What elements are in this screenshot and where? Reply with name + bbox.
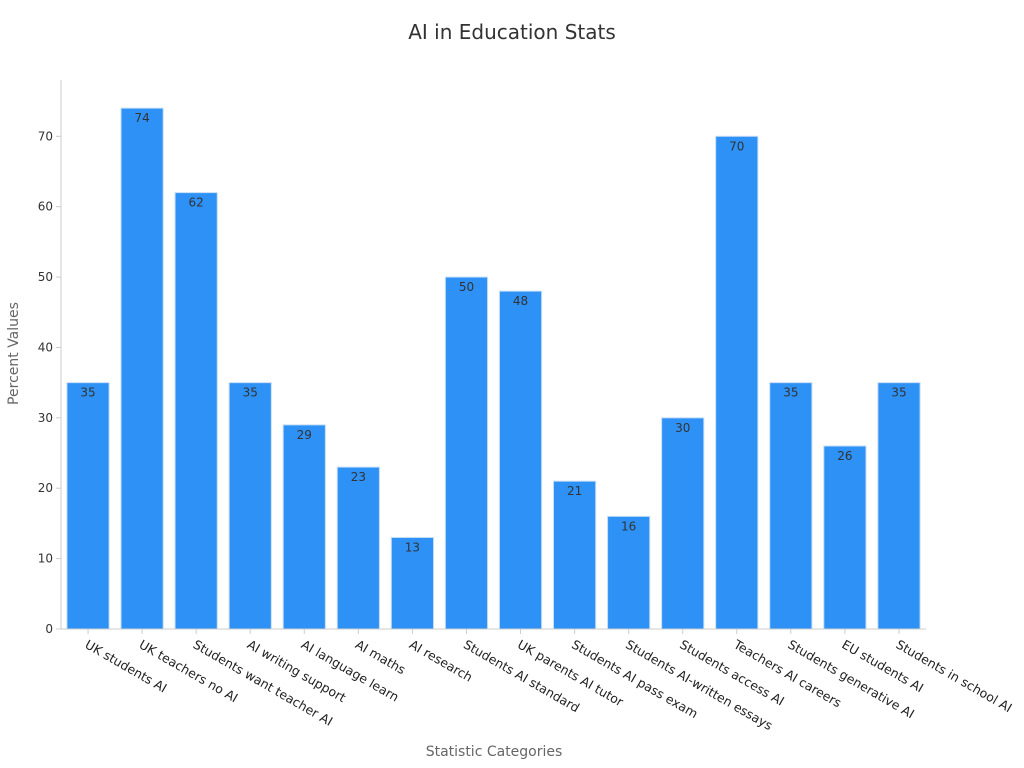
bar-value-label: 48 — [513, 294, 528, 308]
y-axis-title: Percent Values — [6, 302, 22, 405]
bar-value-label: 35 — [80, 386, 95, 400]
bar-value-label: 13 — [405, 541, 420, 555]
x-category-label: AI language learn — [299, 637, 402, 705]
bar — [228, 382, 272, 630]
bar — [498, 290, 543, 630]
y-tick-label: 10 — [38, 552, 53, 566]
bar — [282, 424, 326, 630]
bar — [823, 445, 867, 630]
y-tick-label: 0 — [45, 622, 53, 636]
bar — [66, 382, 110, 630]
bar — [715, 135, 759, 630]
bar — [390, 537, 434, 630]
bar-value-label: 74 — [134, 111, 149, 125]
bar-value-label: 50 — [459, 280, 474, 294]
bar-value-label: 35 — [243, 386, 258, 400]
bar — [877, 382, 921, 630]
bar — [444, 276, 489, 630]
bar-value-label: 26 — [837, 449, 852, 463]
bar-value-label: 21 — [567, 484, 582, 498]
bars-group — [66, 107, 921, 630]
bar-value-label: 23 — [351, 470, 366, 484]
bar-value-label: 35 — [783, 386, 798, 400]
y-tick-label: 20 — [38, 481, 53, 495]
bar-value-label: 35 — [891, 386, 906, 400]
bar — [607, 515, 651, 630]
bar — [120, 107, 164, 630]
y-tick-label: 60 — [38, 200, 53, 214]
y-tick-label: 50 — [38, 270, 53, 284]
bar — [336, 466, 380, 630]
bar-value-label: 30 — [675, 421, 690, 435]
bar-value-label: 62 — [189, 196, 204, 210]
bar-value-label: 70 — [729, 139, 744, 153]
y-tick-label: 30 — [38, 411, 53, 425]
bar — [661, 417, 705, 630]
bar — [769, 382, 813, 630]
bar-value-label: 16 — [621, 519, 636, 533]
bar-value-label: 29 — [297, 428, 312, 442]
y-ticks-group: 0 10 20 30 40 50 60 70 — [38, 129, 61, 636]
x-axis-title: Statistic Categories — [426, 744, 563, 760]
bar — [553, 480, 597, 630]
value-labels-group: 35 74 62 35 29 23 13 50 48 21 16 30 70 35 26 35 — [80, 111, 906, 554]
y-tick-label: 70 — [38, 129, 53, 143]
x-category-label: UK teachers no AI — [137, 637, 241, 706]
y-tick-label: 40 — [38, 340, 53, 354]
chart-title: AI in Education Stats — [408, 20, 616, 44]
bar — [174, 192, 218, 630]
